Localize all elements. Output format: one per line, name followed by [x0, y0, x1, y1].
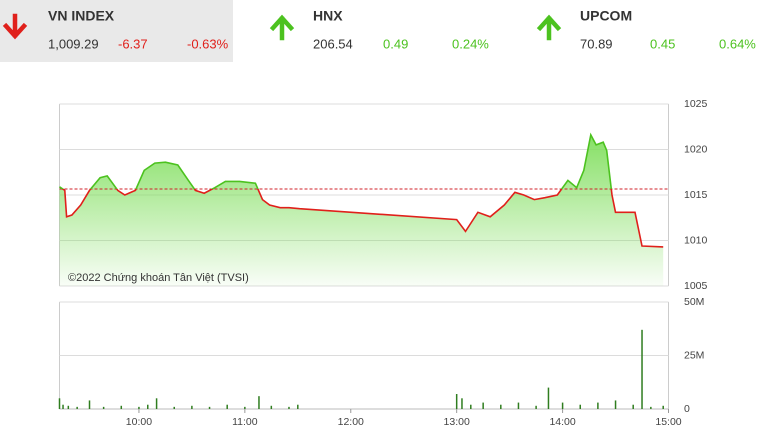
volume-bar: [88, 400, 91, 409]
index-change-pct: -0.63%: [187, 36, 229, 51]
y-tick-label: 1005: [684, 280, 708, 292]
volume-bar: [500, 404, 502, 409]
volume-bar: [258, 396, 260, 409]
volume-bar: [147, 404, 149, 409]
volume-bar: [455, 394, 458, 409]
volume-bar: [208, 406, 211, 409]
index-change: -6.37: [118, 36, 148, 51]
index-value: 70.89: [580, 36, 613, 51]
price-line-above: [59, 132, 613, 189]
volume-bar: [650, 406, 652, 409]
index-name: HNX: [313, 8, 343, 24]
volume-bar: [579, 404, 581, 409]
volume-bar: [120, 405, 123, 409]
index-name: UPCOM: [580, 8, 632, 24]
x-tick-label: 12:00: [338, 416, 364, 428]
price-line-below: [61, 188, 664, 248]
index-panel[interactable]: HNX 206.54 0.49 0.24%: [269, 8, 489, 52]
y-tick-label: 0: [684, 403, 690, 415]
index-panel[interactable]: VN INDEX 1,009.29 -6.37 -0.63%: [0, 0, 233, 62]
x-tick-label: 14:00: [549, 416, 575, 428]
x-tick-label: 13:00: [444, 416, 470, 428]
index-panel[interactable]: UPCOM 70.89 0.45 0.64%: [536, 8, 756, 52]
volume-bar: [270, 405, 273, 409]
volume-bar: [76, 406, 78, 409]
index-change: 0.45: [650, 36, 675, 51]
index-name: VN INDEX: [48, 8, 115, 24]
y-tick-label: 50M: [684, 296, 704, 308]
volume-bar: [561, 402, 564, 409]
volume-bar: [517, 402, 520, 409]
volume-bar: [173, 406, 175, 409]
volume-bar: [58, 398, 61, 409]
panel-background: [0, 0, 233, 62]
y-tick-label: 25M: [684, 349, 704, 361]
index-value: 206.54: [313, 36, 353, 51]
volume-bar: [138, 406, 140, 409]
index-value: 1,009.29: [48, 36, 99, 51]
volume-bar: [67, 405, 70, 409]
volume-bar: [288, 406, 290, 409]
direction-arrow: [536, 14, 562, 41]
volume-bar: [470, 404, 472, 409]
volume-bar: [632, 404, 634, 409]
index-change: 0.49: [383, 36, 408, 51]
copyright-annotation: ©2022 Chứng khoán Tân Việt (TVSI): [68, 272, 249, 284]
y-tick-label: 1025: [684, 98, 708, 110]
y-tick-label: 1015: [684, 189, 708, 201]
direction-arrow: [2, 13, 28, 40]
volume-bar: [614, 400, 617, 409]
volume-bar: [62, 404, 64, 409]
price-area: [59, 134, 664, 286]
volume-bar: [547, 387, 550, 409]
volume-bar: [297, 404, 299, 409]
volume-bar: [641, 329, 643, 409]
volume-bar: [226, 404, 228, 409]
index-change-pct: 0.64%: [719, 36, 756, 51]
y-tick-label: 1020: [684, 143, 708, 155]
volume-bar: [155, 398, 158, 409]
volume-bar: [662, 405, 664, 409]
volume-bar: [597, 402, 599, 409]
volume-bar: [191, 405, 193, 409]
x-tick-label: 11:00: [232, 416, 258, 428]
direction-arrow: [269, 14, 295, 41]
volume-bar: [535, 405, 537, 409]
volume-bar: [102, 406, 105, 409]
index-change-pct: 0.24%: [452, 36, 489, 51]
x-tick-label: 15:00: [655, 416, 681, 428]
volume-bar: [461, 398, 463, 409]
volume-bar: [482, 402, 484, 409]
volume-bar: [244, 406, 246, 409]
y-tick-label: 1010: [684, 234, 708, 246]
x-tick-label: 10:00: [126, 416, 152, 428]
